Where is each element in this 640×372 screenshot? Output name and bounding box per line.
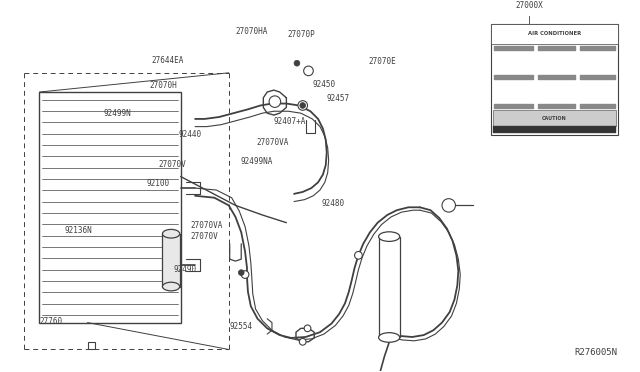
Text: 92100: 92100 [147,179,170,188]
Bar [493,126,616,133]
Text: 92440: 92440 [179,130,202,139]
Bar [491,24,618,135]
Bar [491,24,618,44]
Circle shape [303,66,313,76]
Text: 92136N: 92136N [65,226,93,235]
Circle shape [355,251,362,259]
Circle shape [294,60,300,66]
Text: 27070E: 27070E [368,57,396,66]
Circle shape [300,103,305,108]
Bar [40,92,180,323]
Text: 92499N: 92499N [104,109,131,118]
Circle shape [269,96,280,108]
Ellipse shape [163,230,180,238]
Ellipse shape [379,232,400,241]
Bar [88,342,95,349]
Text: 27070H: 27070H [150,81,177,90]
Text: R276005N: R276005N [575,348,618,357]
Text: 92554: 92554 [229,322,252,331]
Circle shape [238,270,244,276]
Text: 92407+A: 92407+A [274,117,307,126]
Circle shape [300,339,306,345]
Text: 27070HA: 27070HA [236,27,268,36]
Bar [163,234,180,286]
Text: 27070V: 27070V [191,232,219,241]
Text: 92490: 92490 [173,265,197,274]
Text: 27070P: 27070P [287,30,315,39]
Text: CAUTION: CAUTION [542,116,567,121]
Text: 92450: 92450 [312,80,336,89]
Text: AIR CONDITIONER: AIR CONDITIONER [528,32,581,36]
Ellipse shape [163,282,180,291]
Text: 27760: 27760 [40,317,63,326]
Text: 27070VA: 27070VA [256,138,289,147]
Text: 27070VA: 27070VA [191,221,223,230]
Circle shape [304,325,311,332]
Text: 92499NA: 92499NA [240,157,273,166]
Text: 27644EA: 27644EA [152,56,184,65]
Bar [379,237,400,337]
Text: 92457: 92457 [326,94,349,103]
Circle shape [298,101,307,110]
Bar [493,110,616,126]
Circle shape [241,271,249,278]
Circle shape [442,199,456,212]
Text: 92480: 92480 [321,199,344,208]
Ellipse shape [379,333,400,342]
Text: 27000X: 27000X [515,1,543,10]
Text: 27070V: 27070V [158,160,186,169]
